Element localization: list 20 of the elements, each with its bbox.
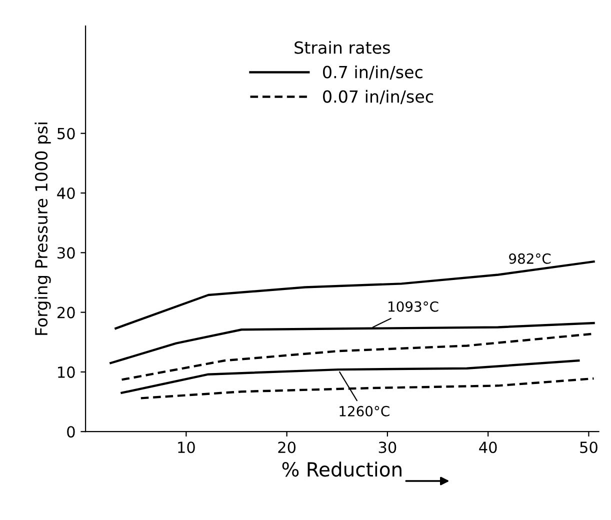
x-tick-label: 20	[278, 442, 296, 454]
x-tick-label: 30	[378, 442, 396, 454]
annotation: 1260°C	[340, 406, 390, 416]
x-tick-label: 50	[580, 442, 598, 454]
annotation: 1093°C	[388, 301, 438, 312]
line-series	[110, 322, 595, 364]
x-tick-label: 40	[479, 442, 497, 454]
y-tick-label: 30	[58, 247, 75, 259]
y-tick-label: 50	[58, 128, 75, 140]
y-tick-label: 10	[58, 366, 75, 378]
x-tick-label: 10	[178, 442, 195, 454]
legend-title: Strain rates	[294, 41, 390, 54]
y-tick-label: 40	[57, 187, 75, 200]
legend-label: 0.7 in/in/sec	[323, 65, 422, 80]
x-axis-title: % Reduction	[282, 462, 402, 477]
y-tick-label: 0	[67, 426, 75, 438]
y-tick-label: 20	[57, 306, 75, 318]
y-axis-title: Forging Pressure 1000 psi	[34, 122, 51, 335]
annotation: 982°C	[509, 253, 551, 264]
legend-label: 0.07 in/in/sec	[323, 90, 434, 104]
